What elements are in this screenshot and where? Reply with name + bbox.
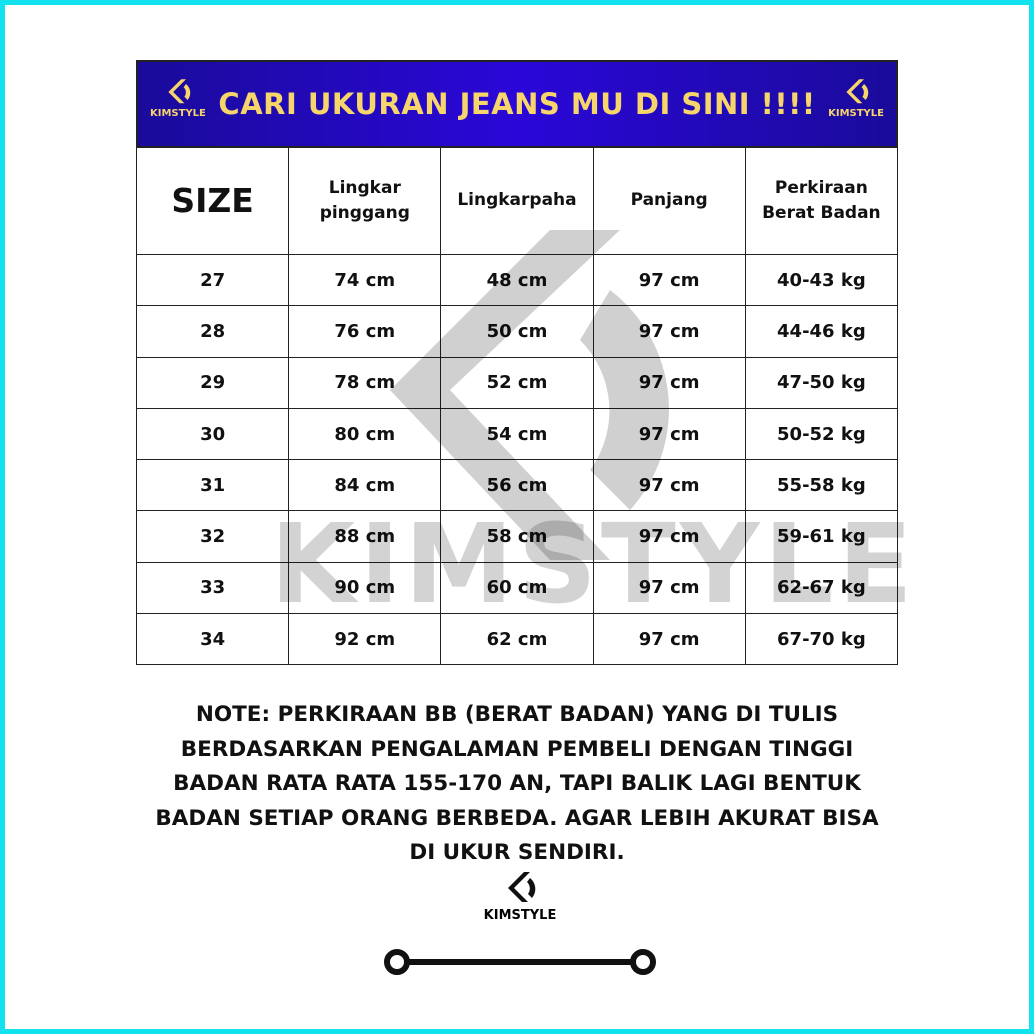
brand-label: KIMSTYLE	[828, 108, 884, 119]
cell-thigh: 58 cm	[440, 510, 594, 563]
cell-thigh: 50 cm	[440, 305, 594, 358]
cell-weight: 55-58 kg	[744, 459, 899, 512]
footer-logo: KIMSTYLE	[470, 868, 570, 923]
cell-size: 33	[135, 561, 290, 615]
column-header-length: Panjang	[592, 147, 746, 255]
cell-waist: 80 cm	[288, 407, 442, 461]
cell-length: 97 cm	[592, 356, 746, 409]
table-row: 29 78 cm 52 cm 97 cm 47-50 kg	[135, 356, 899, 409]
cell-thigh: 60 cm	[440, 561, 594, 615]
cell-length: 97 cm	[592, 459, 746, 512]
cell-length: 97 cm	[592, 613, 746, 666]
cell-length: 97 cm	[592, 407, 746, 461]
cell-thigh: 52 cm	[440, 356, 594, 409]
brand-label: KIMSTYLE	[150, 108, 206, 119]
cell-waist: 76 cm	[288, 305, 442, 358]
table-row: 34 92 cm 62 cm 97 cm 67-70 kg	[135, 613, 899, 666]
cell-weight: 44-46 kg	[744, 305, 899, 358]
brand-logo-left: KIMSTYLE	[150, 76, 206, 119]
cell-length: 97 cm	[592, 510, 746, 563]
table-row: 33 90 cm 60 cm 97 cm 62-67 kg	[135, 561, 899, 615]
table-header-row: SIZE Lingkar pinggang Lingkarpaha Panjan…	[135, 147, 899, 255]
column-header-weight: Perkiraan Berat Badan	[744, 147, 899, 255]
cell-size: 31	[135, 459, 290, 512]
cell-waist: 90 cm	[288, 561, 442, 615]
cell-weight: 47-50 kg	[744, 356, 899, 409]
cell-size: 30	[135, 407, 290, 461]
column-header-waist: Lingkar pinggang	[288, 147, 442, 255]
decorative-divider	[384, 949, 656, 975]
cell-length: 97 cm	[592, 305, 746, 358]
cell-thigh: 56 cm	[440, 459, 594, 512]
cell-weight: 62-67 kg	[744, 561, 899, 615]
cell-thigh: 62 cm	[440, 613, 594, 666]
table-row: 30 80 cm 54 cm 97 cm 50-52 kg	[135, 407, 899, 461]
cell-size: 34	[135, 613, 290, 666]
cell-size: 32	[135, 510, 290, 563]
kimstyle-logo-icon	[846, 79, 869, 104]
table-row: 27 74 cm 48 cm 97 cm 40-43 kg	[135, 253, 899, 307]
cell-length: 97 cm	[592, 253, 746, 307]
cell-weight: 40-43 kg	[744, 253, 899, 307]
cell-weight: 67-70 kg	[744, 613, 899, 666]
cell-waist: 88 cm	[288, 510, 442, 563]
cell-thigh: 48 cm	[440, 253, 594, 307]
note-text: NOTE: PERKIRAAN BB (BERAT BADAN) YANG DI…	[155, 702, 879, 865]
brand-logo-right: KIMSTYLE	[828, 76, 884, 119]
cell-waist: 74 cm	[288, 253, 442, 307]
column-header-thigh: Lingkarpaha	[440, 147, 594, 255]
cell-size: 27	[135, 253, 290, 307]
cell-waist: 78 cm	[288, 356, 442, 409]
cell-length: 97 cm	[592, 561, 746, 615]
table-row: 31 84 cm 56 cm 97 cm 55-58 kg	[135, 459, 899, 512]
cell-weight: 59-61 kg	[744, 510, 899, 563]
table-row: 32 88 cm 58 cm 97 cm 59-61 kg	[135, 510, 899, 563]
header-banner: KIMSTYLE CARI UKURAN JEANS MU DI SINI !!…	[136, 60, 898, 148]
table-row: 28 76 cm 50 cm 97 cm 44-46 kg	[135, 305, 899, 358]
cell-thigh: 54 cm	[440, 407, 594, 461]
kimstyle-logo-icon	[508, 872, 536, 902]
page-title: CARI UKURAN JEANS MU DI SINI !!!!	[218, 87, 816, 121]
cell-waist: 92 cm	[288, 613, 442, 666]
column-header-size: SIZE	[135, 147, 290, 255]
size-chart-table: SIZE Lingkar pinggang Lingkarpaha Panjan…	[135, 147, 899, 666]
footer-brand-label: KIMSTYLE	[483, 908, 557, 923]
cell-waist: 84 cm	[288, 459, 442, 512]
cell-weight: 50-52 kg	[744, 407, 899, 461]
kimstyle-logo-icon	[168, 79, 191, 104]
cell-size: 28	[135, 305, 290, 358]
cell-size: 29	[135, 356, 290, 409]
